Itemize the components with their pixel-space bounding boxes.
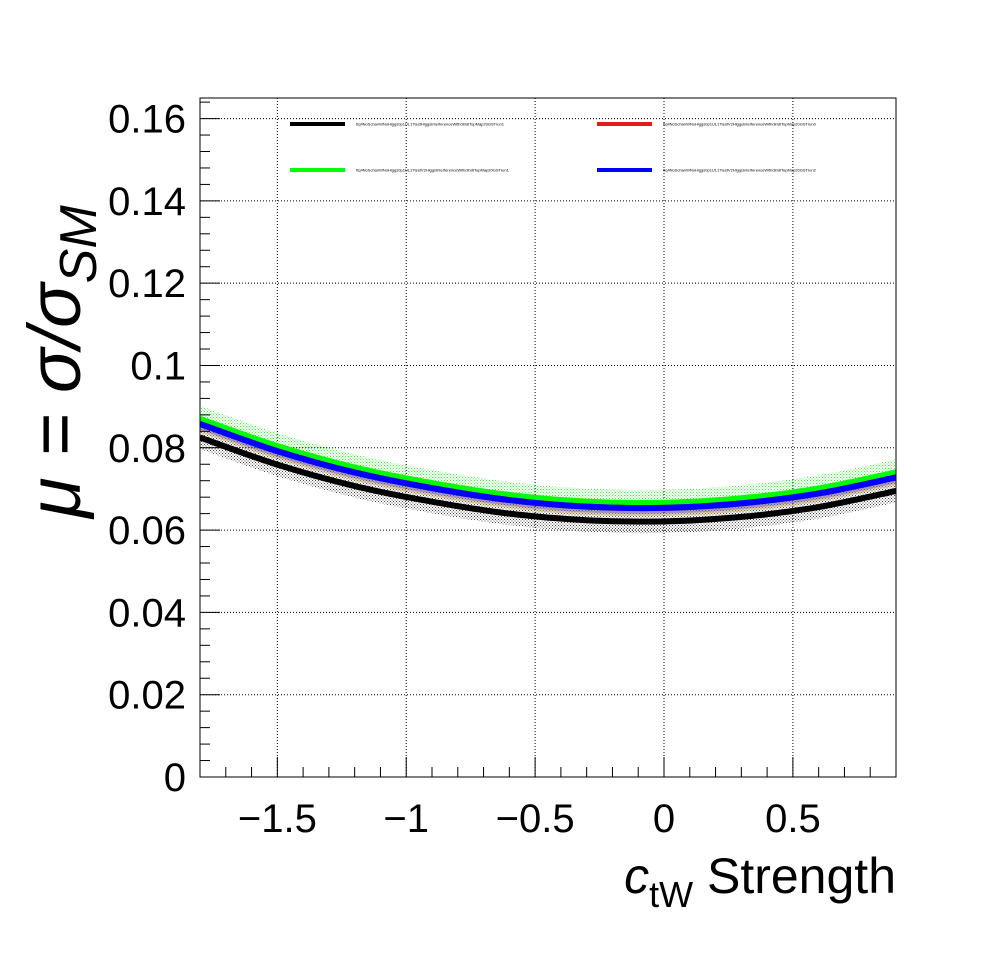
y-tick-label: 0.14 bbox=[108, 180, 186, 224]
series-line bbox=[200, 416, 896, 507]
x-tick-label: −0.5 bbox=[496, 797, 575, 841]
x-axis-symbol: c bbox=[624, 848, 649, 904]
y-axis-title: μ = σ/σSM bbox=[13, 205, 108, 520]
x-tick-label: 0.5 bbox=[765, 797, 821, 841]
grid-lines bbox=[200, 98, 896, 777]
legend: ttq4NoSchanWNoHiggs0p1UL17testHiggsInter… bbox=[290, 122, 817, 173]
y-axis-tick-labels: 0 0.02 0.04 0.06 0.08 0.1 0.12 0.14 0.16 bbox=[108, 98, 186, 800]
y-tick-label: 0 bbox=[164, 756, 186, 800]
x-axis-tick-labels: −1.5 −1 −0.5 0 0.5 bbox=[238, 797, 821, 841]
y-axis-ticks bbox=[200, 101, 220, 778]
legend-label: ttq4NoSchanWNoHiggs0p1UL17testHiggsInter… bbox=[356, 122, 505, 127]
y-tick-label: 0.06 bbox=[108, 509, 186, 553]
y-axis-subscript: SM bbox=[50, 205, 108, 284]
x-axis-title: ctW Strength bbox=[624, 848, 896, 915]
plot-frame bbox=[199, 97, 897, 778]
legend-label: ttq4NoSchanWNoHiggs0p1UL17testV2HiggsInt… bbox=[663, 122, 817, 127]
x-axis-subscript: tW bbox=[649, 874, 693, 915]
y-tick-label: 0.1 bbox=[130, 344, 186, 388]
x-tick-label: −1.5 bbox=[238, 797, 317, 841]
series-lines bbox=[200, 416, 896, 525]
legend-label: ttq4NoSchanWNoHiggs0p1UL17testV2HiggsInt… bbox=[663, 168, 817, 173]
uncertainty-band bbox=[200, 405, 896, 517]
y-tick-label: 0.16 bbox=[108, 98, 186, 142]
y-tick-label: 0.08 bbox=[108, 427, 186, 471]
x-tick-label: 0 bbox=[653, 797, 675, 841]
series-line bbox=[200, 421, 896, 512]
x-axis-suffix: Strength bbox=[693, 848, 896, 904]
series-line bbox=[200, 434, 896, 525]
legend-label: ttq4NoSchanWNoHiggs0p1UL17testV2HiggsInt… bbox=[356, 168, 510, 173]
y-tick-label: 0.04 bbox=[108, 591, 186, 635]
x-tick-label: −1 bbox=[383, 797, 429, 841]
x-axis-ticks bbox=[199, 757, 897, 777]
y-tick-label: 0.02 bbox=[108, 674, 186, 718]
y-tick-label: 0.12 bbox=[108, 262, 186, 306]
y-axis-prefix: μ = σ/σ bbox=[13, 281, 96, 520]
